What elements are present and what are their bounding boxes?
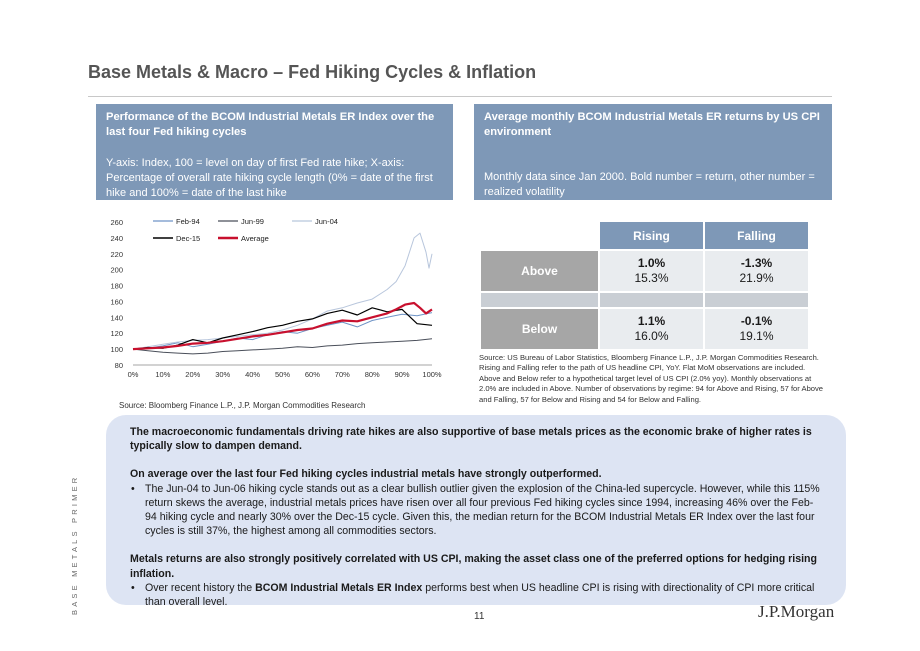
table-corner (481, 222, 598, 249)
jpmorgan-logo: J.P.Morgan (758, 602, 835, 621)
table-cell: -1.3% 21.9% (705, 251, 808, 291)
legend-label: Jun-99 (241, 217, 264, 226)
series-line-feb-94 (132, 312, 433, 350)
y-tick-label: 180 (110, 282, 123, 291)
legend-label: Average (241, 234, 269, 243)
bullet-list: Over recent history the BCOM Industrial … (130, 581, 824, 609)
page-title: Base Metals & Macro – Fed Hiking Cycles … (88, 62, 537, 82)
series-line-average (132, 301, 433, 351)
legend-label: Feb-94 (176, 217, 200, 226)
column-header-rising: Rising (600, 222, 703, 249)
x-tick-label: 20% (185, 370, 200, 379)
left-panel-title: Performance of the BCOM Industrial Metal… (106, 111, 435, 138)
summary-paragraph: On average over the last four Fed hiking… (130, 468, 602, 481)
cpi-regime-table: Rising Falling Above 1.0% 15.3% -1.3% 21.9… (479, 220, 810, 351)
column-header-falling: Falling (705, 222, 808, 249)
y-tick-label: 160 (110, 297, 123, 306)
volatility-value: 21.9% (739, 271, 774, 285)
left-panel-header: Performance of the BCOM Industrial Metal… (96, 104, 453, 200)
table-cell: -0.1% 19.1% (705, 309, 808, 349)
x-tick-label: 50% (275, 370, 290, 379)
series-line-dec-15 (132, 307, 433, 350)
series-line-jun-99 (132, 338, 433, 355)
volatility-value: 16.0% (634, 329, 669, 343)
summary-paragraph: Metals returns are also strongly positiv… (130, 553, 817, 580)
y-tick-label: 260 (110, 218, 123, 227)
side-label: BASE METALS PRIMER (70, 474, 79, 615)
x-tick-label: 80% (365, 370, 380, 379)
bullet-item: The Jun-04 to Jun-06 hiking cycle stands… (131, 482, 824, 539)
return-value: -1.3% (740, 256, 773, 270)
return-value: 1.1% (637, 314, 666, 328)
bullet-text: Over recent history the (145, 581, 256, 594)
right-panel-subtitle: Monthly data since Jan 2000. Bold number… (484, 171, 815, 198)
y-tick-label: 100 (110, 345, 123, 354)
left-panel-subtitle: Y-axis: Index, 100 = level on day of fir… (106, 157, 433, 199)
table-cell: 1.0% 15.3% (600, 251, 703, 291)
row-header-above: Above (481, 251, 598, 291)
summary-box: The macroeconomic fundamentals driving r… (106, 415, 846, 608)
x-tick-label: 100% (422, 370, 442, 379)
x-tick-label: 60% (305, 370, 320, 379)
page-number: 11 (474, 611, 485, 622)
right-panel-header: Average monthly BCOM Industrial Metals E… (474, 104, 832, 200)
title-divider (88, 96, 832, 97)
volatility-value: 15.3% (634, 271, 669, 285)
legend-label: Jun-04 (315, 217, 338, 226)
x-tick-label: 90% (395, 370, 410, 379)
bullet-list: The Jun-04 to Jun-06 hiking cycle stands… (130, 482, 824, 539)
y-tick-label: 240 (110, 234, 123, 243)
bullet-text: performs best when US headline CPI is ri… (145, 581, 815, 609)
right-source-note: Source: US Bureau of Labor Statistics, B… (479, 353, 824, 404)
hiking-cycles-line-chart: 80 100 120 140 160 180 200 220 240 260 0% 10% 20% 30%… (110, 217, 442, 379)
x-tick-label: 0% (128, 370, 139, 379)
x-tick-label: 70% (335, 370, 350, 379)
return-value: 1.0% (637, 256, 666, 270)
table-cell: 1.1% 16.0% (600, 309, 703, 349)
legend-label: Dec-15 (176, 234, 200, 243)
bullet-bold-text: BCOM Industrial Metals ER Index (255, 581, 423, 594)
y-tick-label: 220 (110, 250, 123, 259)
row-header-below: Below (481, 309, 598, 349)
y-tick-label: 120 (110, 329, 123, 338)
x-tick-label: 10% (155, 370, 170, 379)
table-separator-row (481, 293, 808, 307)
bullet-item: Over recent history the BCOM Industrial … (131, 581, 824, 609)
y-tick-label: 80 (115, 361, 123, 370)
summary-paragraph: The macroeconomic fundamentals driving r… (130, 426, 812, 453)
return-value: -0.1% (740, 314, 773, 328)
volatility-value: 19.1% (739, 329, 774, 343)
y-tick-label: 140 (110, 313, 123, 322)
right-panel-title: Average monthly BCOM Industrial Metals E… (484, 111, 820, 138)
y-tick-label: 200 (110, 266, 123, 275)
left-source-note: Source: Bloomberg Finance L.P., J.P. Mor… (119, 401, 366, 410)
x-tick-label: 40% (245, 370, 260, 379)
x-tick-label: 30% (215, 370, 230, 379)
